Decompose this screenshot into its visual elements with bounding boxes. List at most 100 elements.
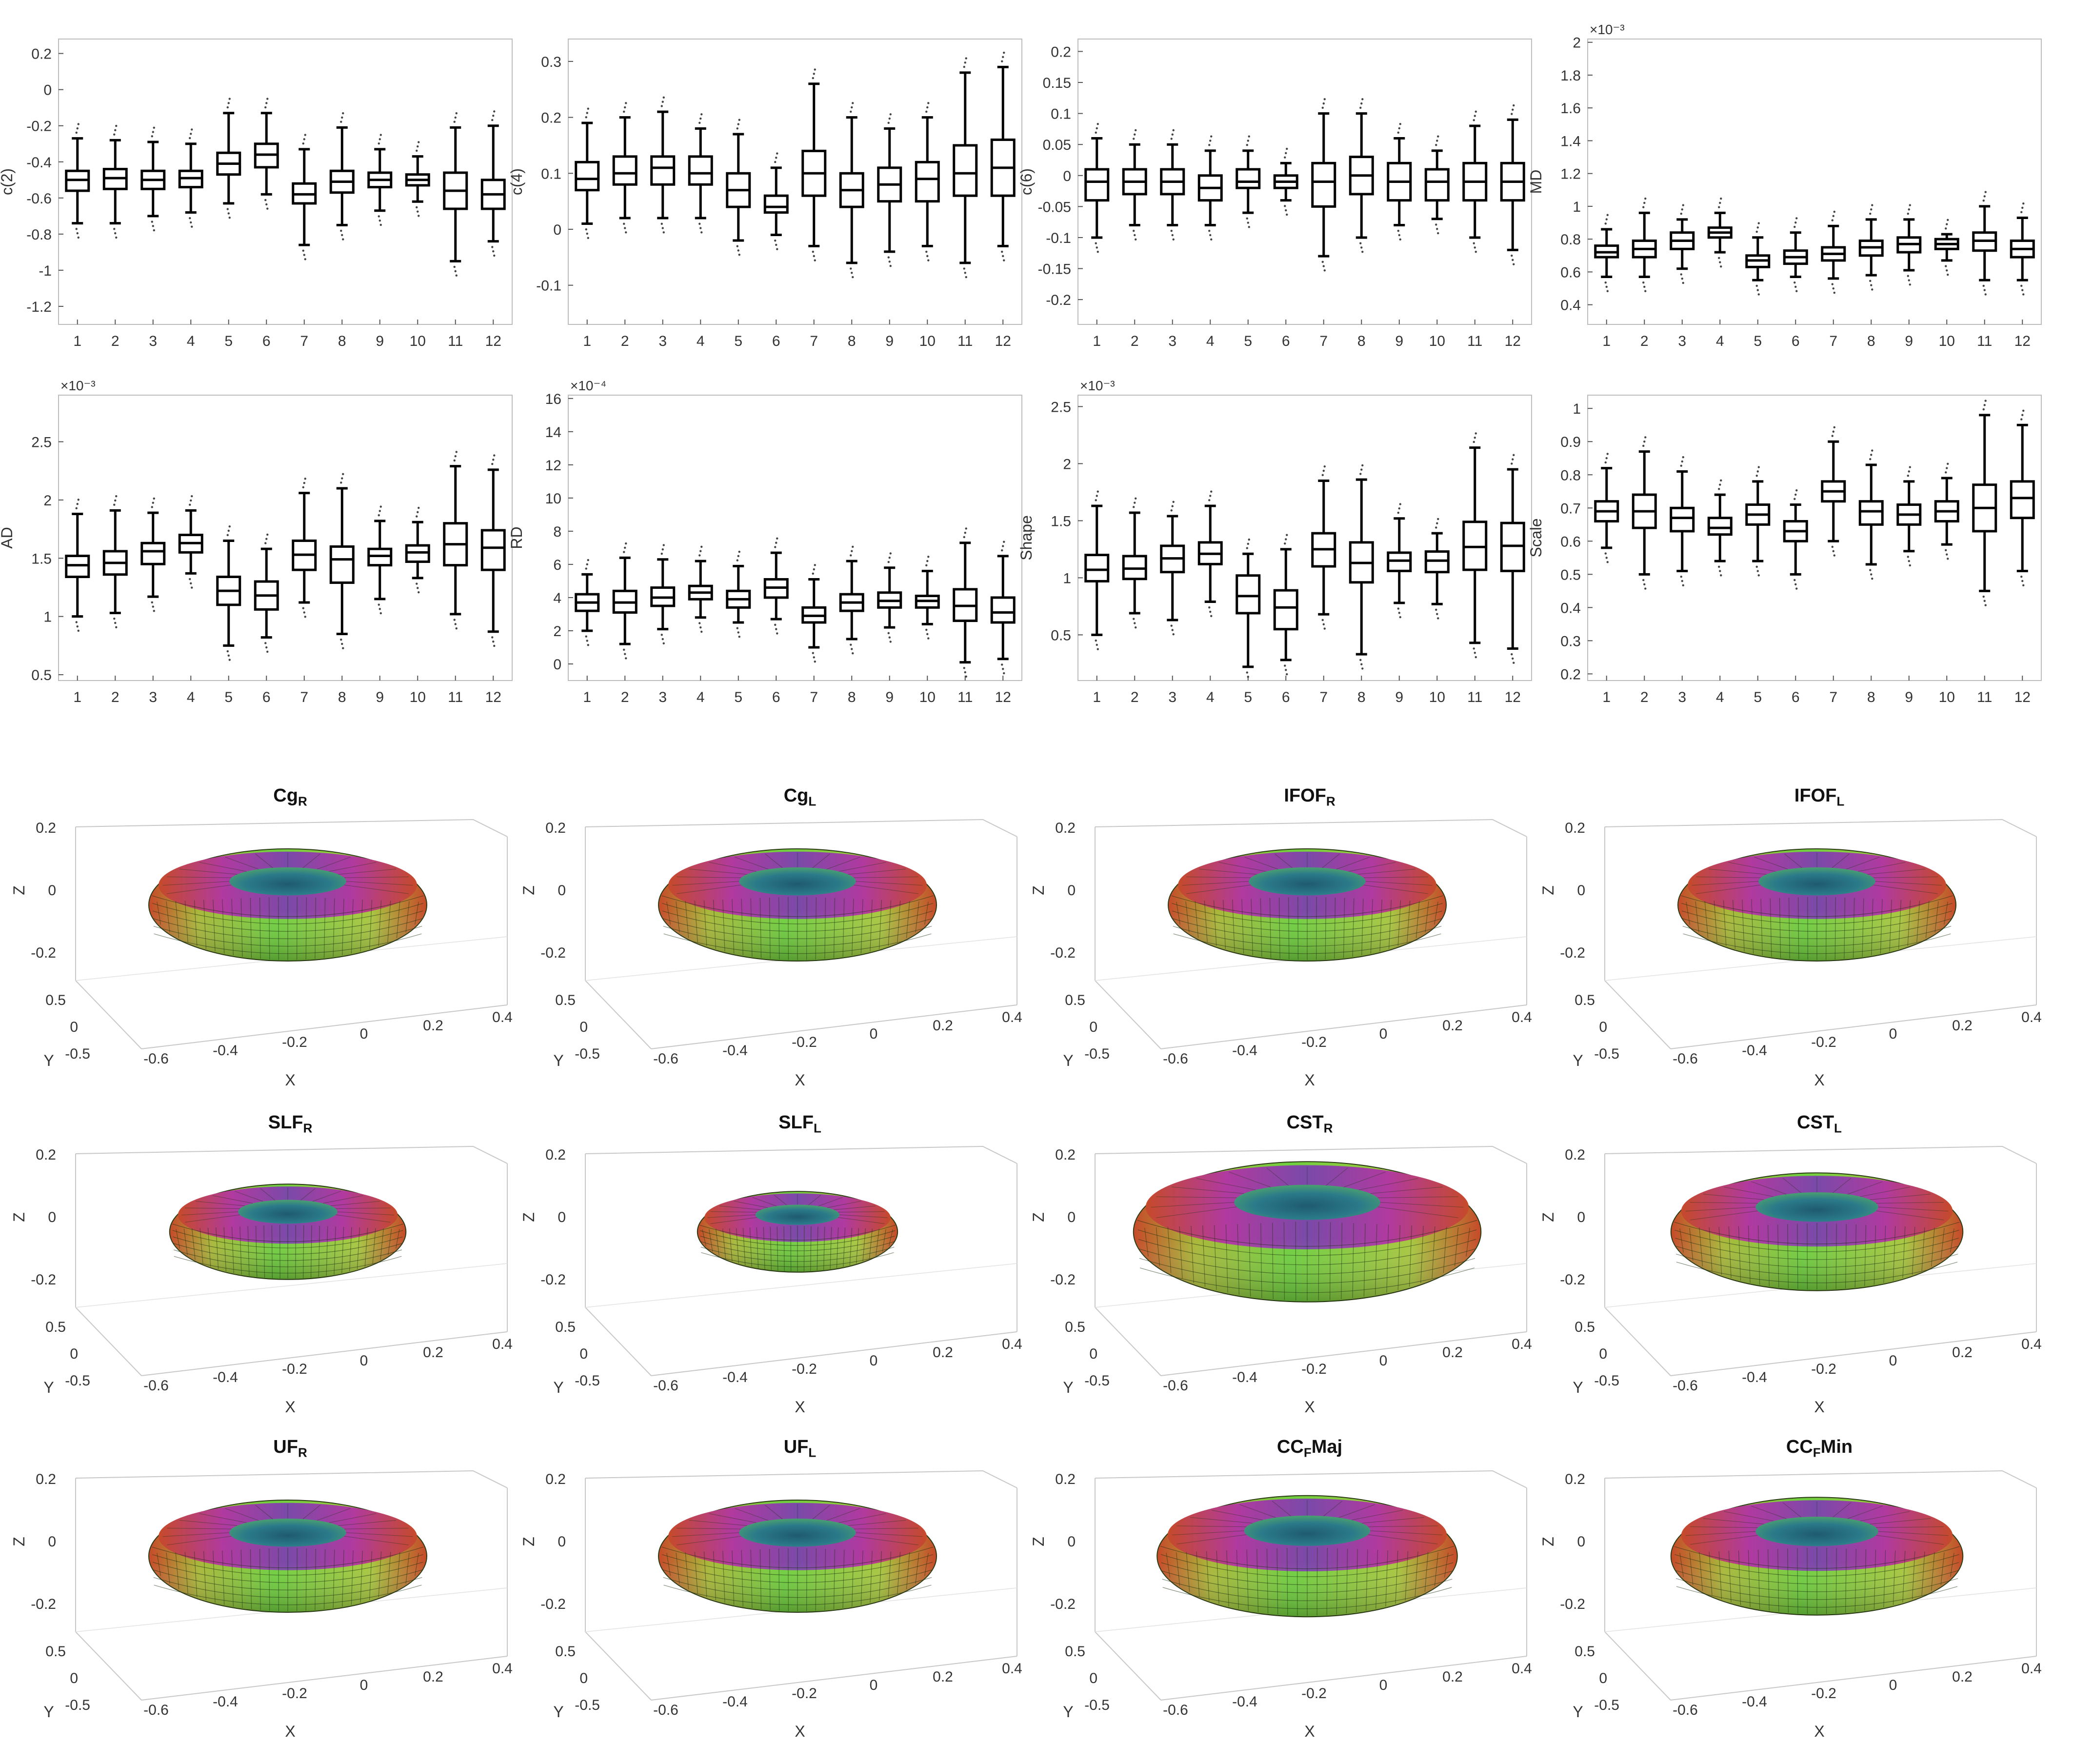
y-tick-label: 0.3 (1560, 633, 1581, 649)
mesh-meridian (1748, 1225, 1751, 1283)
x-tick-label: 9 (1905, 689, 1913, 705)
x-tick-label: 2 (111, 333, 120, 349)
surface-title: SLFR (268, 1112, 313, 1136)
outlier (264, 642, 267, 644)
outlier (1285, 209, 1287, 212)
box-iqr (650, 155, 676, 186)
mesh-meridian (387, 901, 391, 942)
axis-x-base (141, 1331, 508, 1376)
box (1160, 129, 1185, 241)
outlier (378, 215, 380, 218)
mesh-radial (735, 857, 769, 870)
mesh-meridian (396, 1552, 400, 1589)
mesh-radial (1690, 1526, 1758, 1528)
outlier (1642, 444, 1645, 447)
mesh-meridian (685, 901, 689, 938)
x-tick-label: 6 (1282, 689, 1290, 705)
outlier (1718, 206, 1720, 208)
mesh-meridian (415, 902, 419, 925)
mesh-radial (1873, 884, 1938, 894)
outlier (1003, 541, 1005, 543)
x-tick-label: -0.6 (1673, 1051, 1698, 1067)
box-iqr (1236, 168, 1261, 189)
outlier (1172, 238, 1175, 241)
outlier (76, 232, 79, 235)
y-axis-label: Y (43, 1379, 54, 1396)
mesh-meridian (777, 1226, 778, 1271)
mesh-radial (225, 857, 259, 870)
mesh-meridian (1950, 1553, 1954, 1577)
y-tick-label: 0 (1089, 1346, 1097, 1362)
outlier (813, 568, 815, 571)
outlier (1473, 647, 1475, 650)
mesh-radial (1212, 1510, 1263, 1521)
outlier (75, 131, 78, 134)
outlier (1644, 290, 1647, 292)
x-tick-label: 0.4 (1002, 1336, 1022, 1352)
z-tick-label: 0 (1067, 882, 1076, 899)
mesh-radial (199, 862, 247, 872)
mesh-meridian (1225, 1224, 1228, 1293)
outlier (1475, 110, 1477, 113)
x-tick-label: 4 (1206, 689, 1215, 705)
outlier (1945, 471, 1947, 474)
x-axis-label: X (1304, 1723, 1315, 1740)
outlier (1321, 261, 1324, 263)
outlier (454, 623, 457, 625)
x-tick-label: 11 (1467, 333, 1482, 349)
outlier (153, 229, 155, 232)
mesh-radial (338, 868, 397, 875)
y-tick-label: 0.1 (541, 166, 561, 182)
box (1462, 110, 1488, 253)
outlier (303, 481, 305, 484)
box (1670, 456, 1695, 586)
axis-x-base (141, 1004, 508, 1049)
mesh-meridian (1386, 1224, 1389, 1293)
mesh-meridian (1375, 1224, 1377, 1295)
mesh-radial (344, 884, 409, 894)
y-tick-label: 0.8 (1560, 232, 1581, 248)
mesh-meridian (833, 898, 836, 958)
axis-box-top (585, 1145, 1017, 1164)
outlier (661, 638, 664, 641)
mesh-meridian (1260, 898, 1262, 957)
outlier (1869, 280, 1872, 282)
outlier (926, 560, 929, 562)
mesh-radial (1186, 884, 1251, 894)
mesh-meridian (1770, 898, 1772, 957)
mesh-meridian (732, 1550, 735, 1605)
mesh-meridian (405, 901, 410, 933)
mesh-meridian (823, 1226, 825, 1270)
box (1594, 214, 1619, 292)
outlier (1002, 545, 1004, 547)
x-axis-label: X (1814, 1071, 1824, 1089)
mesh-meridian (199, 1228, 203, 1264)
mesh-meridian (1176, 1552, 1180, 1586)
mesh-radial (1833, 1178, 1852, 1193)
torus-surface (658, 1500, 937, 1613)
outlier (963, 667, 965, 669)
outlier (1210, 238, 1213, 241)
box (329, 473, 355, 649)
mesh-radial (234, 1191, 263, 1202)
box-iqr (329, 545, 355, 584)
outlier (304, 134, 306, 136)
outlier (698, 121, 701, 124)
outlier (1642, 206, 1645, 208)
outlier (737, 631, 739, 634)
mesh-meridian (842, 898, 845, 957)
y-tick-label: 0 (579, 1346, 588, 1362)
mesh-meridian (157, 1553, 161, 1576)
z-tick-label: 0 (48, 1209, 56, 1225)
z-axis-label: Z (10, 885, 28, 895)
outlier (887, 256, 890, 259)
outlier (266, 650, 269, 653)
outlier (379, 138, 381, 140)
y-tick-label: -0.5 (65, 1697, 90, 1713)
outlier (1643, 201, 1646, 204)
outlier (493, 110, 496, 113)
x-tick-label: 12 (2014, 333, 2031, 349)
outlier (1606, 290, 1609, 292)
mesh-meridian (1407, 901, 1411, 942)
outlier (1832, 430, 1834, 433)
